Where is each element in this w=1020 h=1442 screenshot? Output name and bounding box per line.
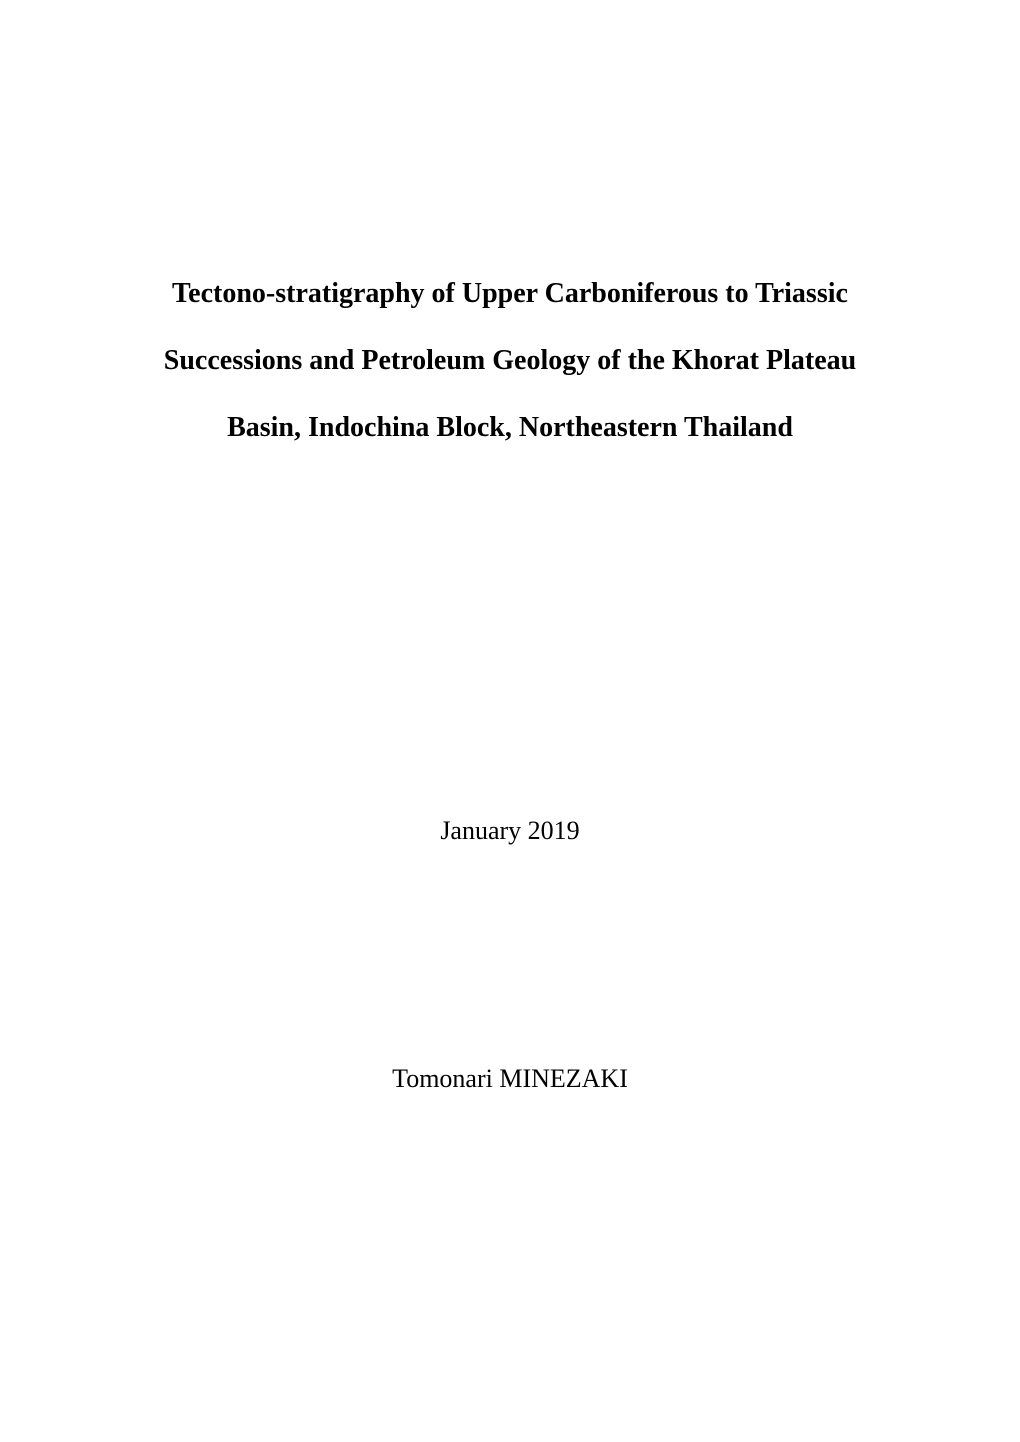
author-block: Tomonari MINEZAKI bbox=[110, 1064, 910, 1094]
title-block: Tectono-stratigraphy of Upper Carbonifer… bbox=[110, 260, 910, 462]
author-name: Tomonari MINEZAKI bbox=[392, 1064, 628, 1093]
title-line-1: Tectono-stratigraphy of Upper Carbonifer… bbox=[110, 260, 910, 327]
title-page: Tectono-stratigraphy of Upper Carbonifer… bbox=[0, 0, 1020, 1442]
title-line-2: Successions and Petroleum Geology of the… bbox=[110, 327, 910, 394]
publication-date: January 2019 bbox=[440, 816, 579, 845]
date-block: January 2019 bbox=[110, 816, 910, 846]
title-line-3: Basin, Indochina Block, Northeastern Tha… bbox=[110, 394, 910, 461]
